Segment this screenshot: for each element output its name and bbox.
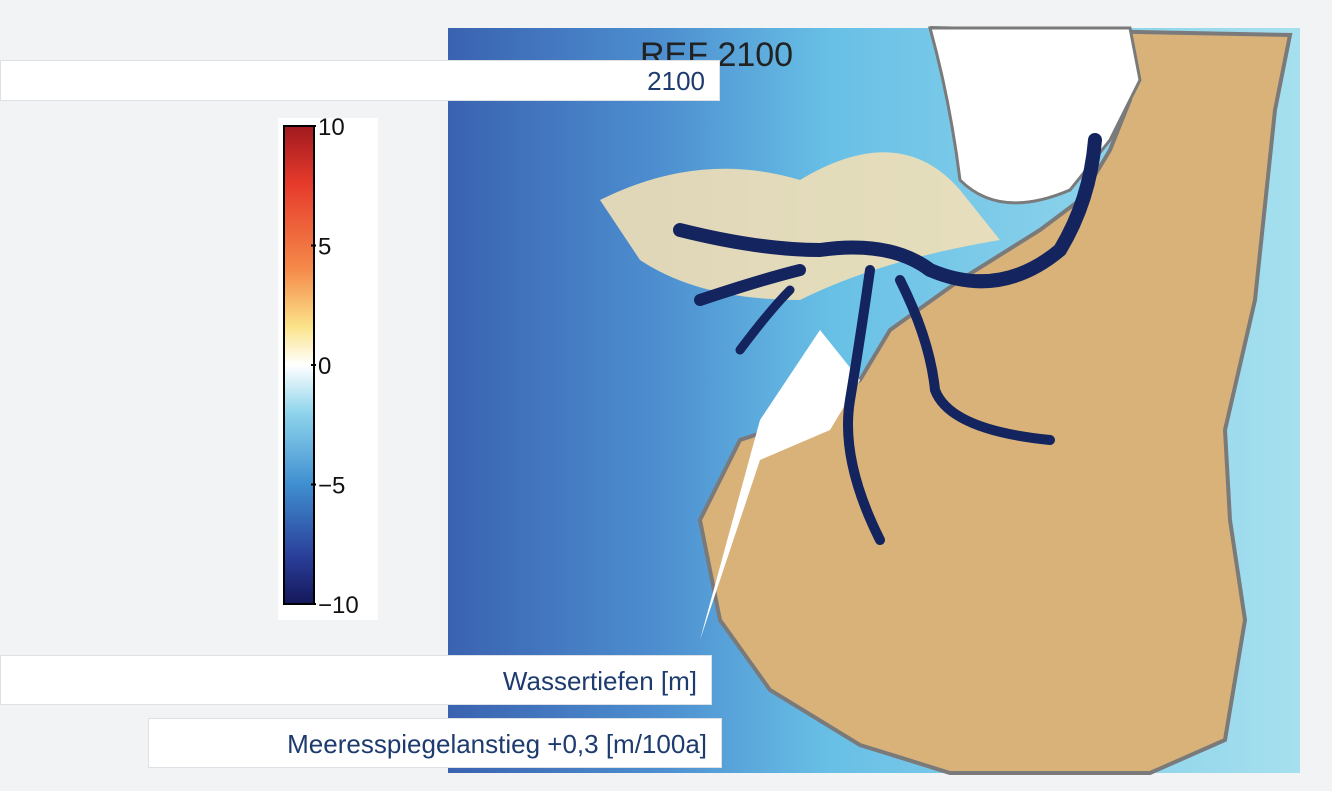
colorbar-tick-label: 5: [318, 234, 331, 261]
colorbar-tick-label: −5: [318, 473, 345, 500]
page: REF 2100 2100 1050−5−10 Wassertiefen [m]…: [0, 0, 1332, 791]
colorbar: 10 5 0 −5 −10: [278, 118, 378, 620]
colorbar-tick-label: −10: [318, 592, 359, 619]
colorbar-tick-label: 10: [318, 118, 345, 141]
legend-label: Wassertiefen [m]: [0, 655, 712, 705]
colorbar-tick-label: 0: [318, 353, 331, 380]
scenario-label: Meeresspiegelanstieg +0,3 [m/100a]: [148, 718, 722, 768]
colorbar-ramp: [284, 126, 314, 604]
year-label: 2100: [0, 60, 720, 101]
